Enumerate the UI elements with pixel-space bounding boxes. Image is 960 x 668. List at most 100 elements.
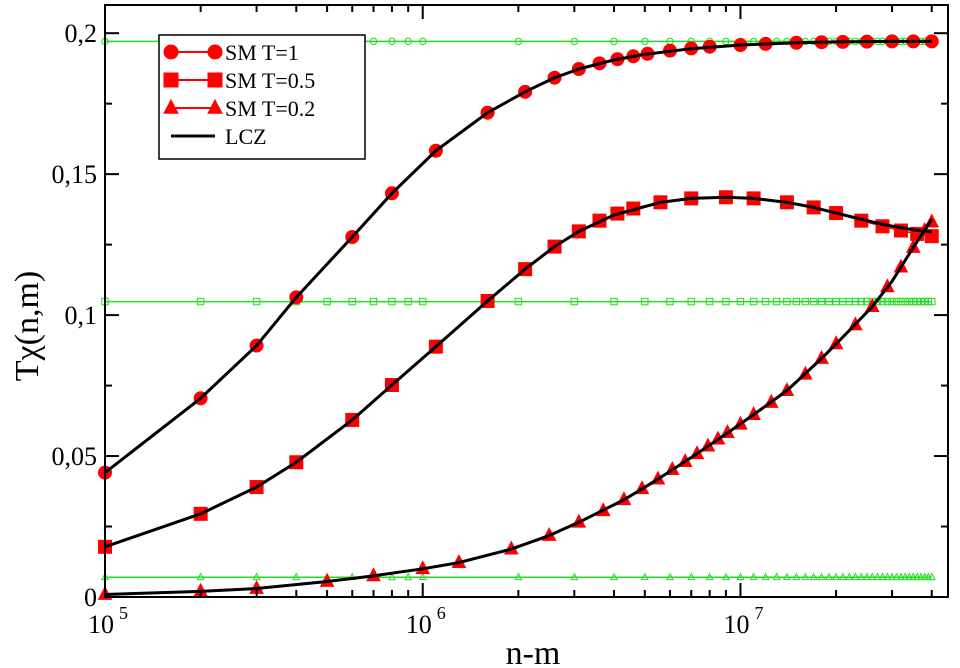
lcz-curve-lcz-t-0-5 <box>104 195 932 549</box>
plot-frame <box>104 4 949 598</box>
data-point <box>514 37 523 46</box>
data-point <box>817 297 826 306</box>
data-point <box>868 572 877 581</box>
legend: SM T=1 SM T=0.5 SM T=0.2 LCZ <box>158 34 366 160</box>
data-point <box>913 572 922 581</box>
data-point <box>609 572 619 581</box>
data-point <box>883 297 892 306</box>
x-tick-exponent: 6 <box>437 603 446 623</box>
data-point <box>892 297 901 306</box>
data-point <box>292 572 301 581</box>
legend-marker <box>163 72 179 88</box>
series-layer <box>97 34 940 600</box>
legend-marker <box>207 72 223 88</box>
lcz-curve-lcz-t-1 <box>104 39 932 474</box>
series-sm-t-0-5 <box>98 190 939 554</box>
legend-label: SM T=0.5 <box>225 68 315 93</box>
x-axis-label: n-m <box>506 635 561 668</box>
data-point <box>610 297 618 306</box>
data-point <box>845 572 854 581</box>
data-point <box>252 572 261 581</box>
data-point <box>863 297 871 306</box>
data-point <box>404 297 412 306</box>
data-point <box>404 572 413 581</box>
axis-layer: 00,050,10,150,210 5 10 6 10 7 <box>52 5 948 639</box>
data-point <box>761 297 770 306</box>
data-point <box>783 297 791 306</box>
data-point <box>801 297 810 306</box>
series-plateau-t-0-5 <box>101 297 936 306</box>
data-point <box>641 37 649 46</box>
legend-label: LCZ <box>225 124 267 149</box>
legend-entry: LCZ <box>171 124 267 149</box>
x-tick-exponent: 5 <box>119 603 128 623</box>
data-point <box>570 37 579 46</box>
data-point <box>782 572 791 581</box>
x-tick-label: 10 <box>406 610 432 639</box>
data-point <box>857 297 865 306</box>
data-point <box>348 297 356 306</box>
data-point <box>928 297 936 306</box>
x-tick-label: 10 <box>88 610 114 639</box>
data-point <box>687 297 695 306</box>
data-point <box>838 572 847 581</box>
data-point <box>878 572 887 581</box>
y-tick-label: 0,05 <box>52 442 98 471</box>
x-tick-exponent: 7 <box>754 603 763 623</box>
data-point <box>913 297 921 306</box>
data-point <box>323 297 331 306</box>
data-point <box>801 572 810 581</box>
series-line <box>104 221 933 596</box>
data-point <box>196 297 205 306</box>
data-point <box>901 572 910 581</box>
y-tick-label: 0,1 <box>65 301 98 330</box>
y-tick-label: 0,15 <box>52 160 98 189</box>
data-point <box>909 297 918 306</box>
data-point <box>832 572 841 581</box>
data-point <box>857 572 866 581</box>
data-point <box>369 297 378 306</box>
data-point <box>824 572 834 581</box>
lcz-curve-lcz-t-0-2 <box>104 218 934 596</box>
data-point <box>404 37 412 46</box>
data-point <box>901 297 909 306</box>
data-point <box>705 297 714 306</box>
data-point <box>196 572 205 581</box>
data-point <box>905 297 914 306</box>
legend-marker <box>207 44 223 60</box>
data-point <box>252 297 261 306</box>
data-point <box>419 37 427 46</box>
legend-entry: SM T=0.2 <box>163 96 315 121</box>
data-point <box>665 572 674 581</box>
data-point <box>883 572 892 581</box>
data-point <box>825 297 833 306</box>
data-point <box>897 297 905 306</box>
data-point <box>419 297 427 306</box>
data-point <box>640 572 649 581</box>
data-point <box>388 297 396 306</box>
data-point <box>736 572 745 581</box>
data-point <box>927 572 936 581</box>
data-point <box>772 297 781 306</box>
legend-marker <box>163 44 179 60</box>
legend-label: SM T=1 <box>225 40 299 65</box>
data-point <box>722 37 730 46</box>
legend-label: SM T=0.2 <box>225 96 315 121</box>
data-point <box>514 297 523 306</box>
data-point <box>570 297 579 306</box>
data-point <box>851 572 860 581</box>
data-point <box>641 297 649 306</box>
data-point <box>909 572 918 581</box>
legend-marker <box>207 98 223 114</box>
data-point <box>749 572 758 581</box>
data-point <box>809 572 818 581</box>
data-point <box>809 297 818 306</box>
data-point <box>817 572 826 581</box>
series-plateau-t-0-2 <box>100 572 936 581</box>
data-point <box>772 572 781 581</box>
data-point <box>687 572 696 581</box>
data-point <box>888 572 897 581</box>
data-point <box>873 572 882 581</box>
data-point <box>570 572 579 581</box>
data-point <box>721 572 730 581</box>
